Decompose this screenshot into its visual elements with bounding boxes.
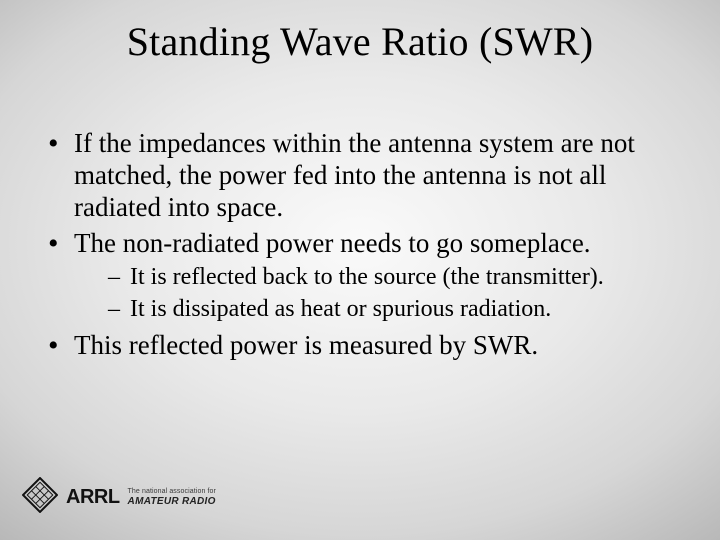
slide-body: If the impedances within the antenna sys… <box>44 128 680 366</box>
sub-bullet-item: It is dissipated as heat or spurious rad… <box>108 295 680 324</box>
arrl-logo: ARRL The national association for AMATEU… <box>22 477 216 518</box>
bullet-text: The non-radiated power needs to go somep… <box>74 228 591 258</box>
bullet-list: If the impedances within the antenna sys… <box>44 128 680 362</box>
slide-title: Standing Wave Ratio (SWR) <box>0 18 720 65</box>
arrl-wordmark: ARRL <box>66 486 120 509</box>
slide: Standing Wave Ratio (SWR) If the impedan… <box>0 0 720 540</box>
arrl-abbr: ARRL <box>66 486 120 509</box>
sub-bullet-list: It is reflected back to the source (the … <box>74 263 680 324</box>
bullet-item: This reflected power is measured by SWR. <box>44 330 680 362</box>
arrl-diamond-icon <box>22 477 58 518</box>
bullet-item: If the impedances within the antenna sys… <box>44 128 680 224</box>
bullet-item: The non-radiated power needs to go somep… <box>44 228 680 324</box>
arrl-tagline-big: AMATEUR RADIO <box>128 497 216 507</box>
arrl-tagline-small: The national association for <box>128 488 216 495</box>
sub-bullet-item: It is reflected back to the source (the … <box>108 263 680 292</box>
arrl-tagline: The national association for AMATEUR RAD… <box>128 488 216 507</box>
